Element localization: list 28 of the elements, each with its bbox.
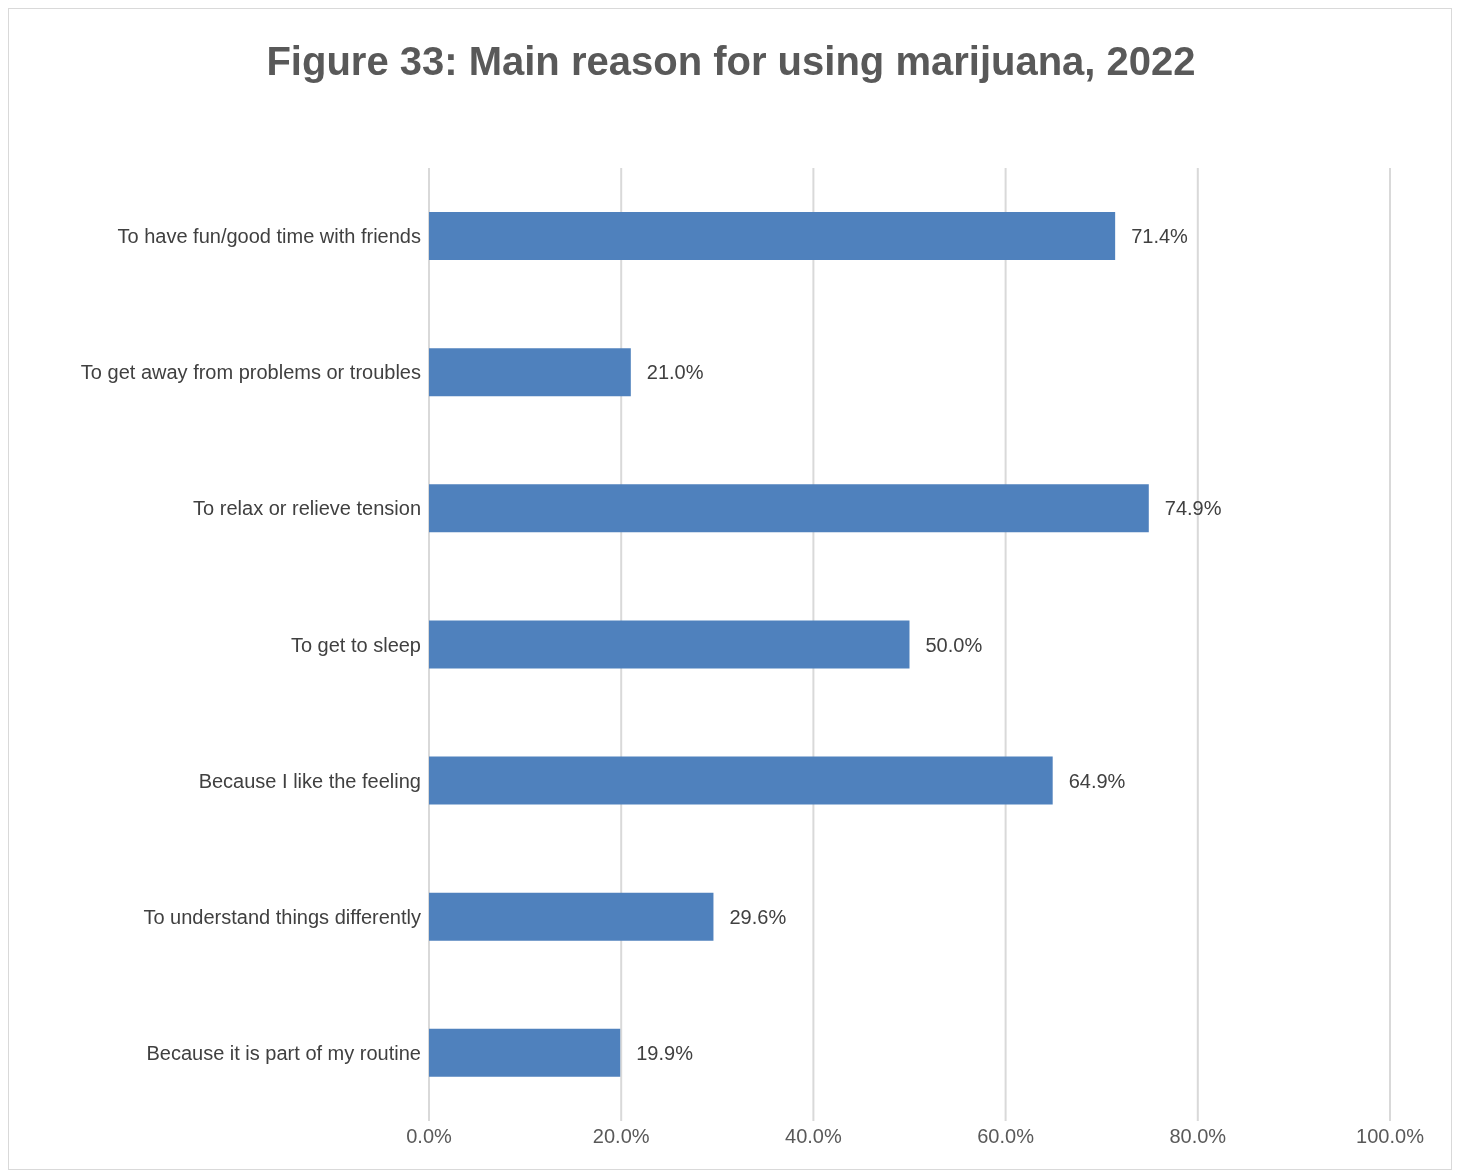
bar [429, 484, 1149, 533]
y-tick-label: To understand things differently [143, 905, 421, 928]
data-label: 19.9% [636, 1041, 694, 1064]
x-tick-label: 40.0% [785, 1125, 842, 1148]
data-label: 74.9% [1164, 497, 1222, 520]
chart-title: Figure 33: Main reason for using marijuana, 2022 [265, 39, 1197, 84]
y-tick-label: Because it is part of my routine [146, 1042, 421, 1065]
bar [429, 212, 1116, 260]
bar [429, 620, 910, 669]
data-label: 50.0% [925, 633, 983, 656]
x-tick-label: 60.0% [977, 1125, 1035, 1148]
x-tick-label: 100.0% [1356, 1125, 1425, 1148]
bar [429, 348, 631, 397]
bar [429, 892, 714, 941]
data-label: 71.4% [1131, 225, 1189, 248]
y-tick-label: To relax or relieve tension [193, 497, 421, 520]
bar [429, 756, 1053, 805]
bar [429, 1028, 621, 1077]
y-tick-label: To get to sleep [290, 633, 421, 656]
x-tick-label: 0.0% [406, 1125, 453, 1148]
y-tick-label: To get away from problems or troubles [80, 361, 421, 384]
data-label: 29.6% [729, 905, 787, 928]
data-label: 21.0% [646, 361, 704, 384]
y-tick-label: To have fun/good time with friends [117, 225, 421, 248]
x-tick-label: 20.0% [592, 1125, 650, 1148]
x-tick-label: 80.0% [1169, 1125, 1227, 1148]
y-tick-label: Because I like the feeling [198, 769, 421, 792]
data-label: 64.9% [1068, 769, 1126, 792]
